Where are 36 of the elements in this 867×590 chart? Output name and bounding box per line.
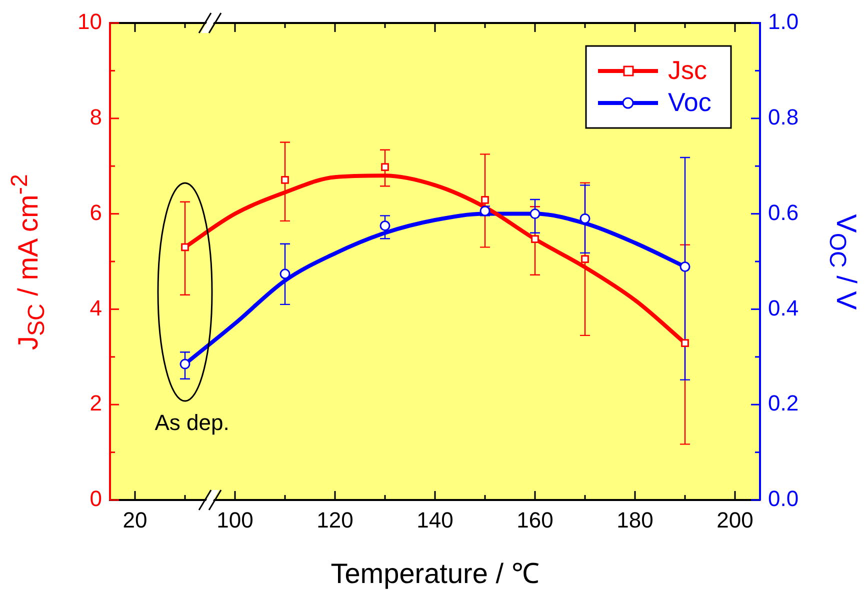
point xyxy=(580,213,590,224)
y-tick-label: 2 xyxy=(90,390,102,416)
y-tick-label: 4 xyxy=(90,295,102,320)
y-tick-label: 8 xyxy=(90,104,102,130)
point xyxy=(280,268,290,280)
legend-label: Voc xyxy=(668,87,712,118)
x-tick-label: 180 xyxy=(616,507,654,532)
point xyxy=(680,261,690,272)
y2-tick-label: 1.0 xyxy=(768,9,799,34)
x-tick-label: 120 xyxy=(316,507,354,532)
point xyxy=(530,208,540,220)
y-tick-label: 6 xyxy=(90,200,102,225)
x-axis-title: Temperature / ℃ xyxy=(330,557,540,590)
y2-tick-label: 0.0 xyxy=(768,486,799,512)
x-tick-label: 200 xyxy=(716,507,754,532)
x-tick-label: 20 xyxy=(122,507,148,532)
x-tick-label: 160 xyxy=(516,507,554,532)
point xyxy=(531,235,539,244)
point xyxy=(381,163,389,171)
y-tick-label: 10 xyxy=(78,9,102,34)
y2-tick-label: 0.6 xyxy=(768,200,799,225)
y2-tick-label: 0.2 xyxy=(768,390,799,416)
point xyxy=(481,196,489,204)
point xyxy=(181,243,189,252)
legend-label: Jsc xyxy=(668,55,707,86)
y2-tick-label: 0.8 xyxy=(768,104,799,130)
point xyxy=(681,339,689,347)
point xyxy=(581,255,589,264)
y-tick-label: 0 xyxy=(90,486,102,512)
annotation: As dep. xyxy=(154,410,230,436)
y2-tick-label: 0.4 xyxy=(768,295,799,320)
point xyxy=(380,220,390,231)
x-tick-label: 100 xyxy=(216,507,254,532)
x-tick-label: 140 xyxy=(416,507,454,532)
point xyxy=(281,176,289,184)
point xyxy=(180,358,190,370)
